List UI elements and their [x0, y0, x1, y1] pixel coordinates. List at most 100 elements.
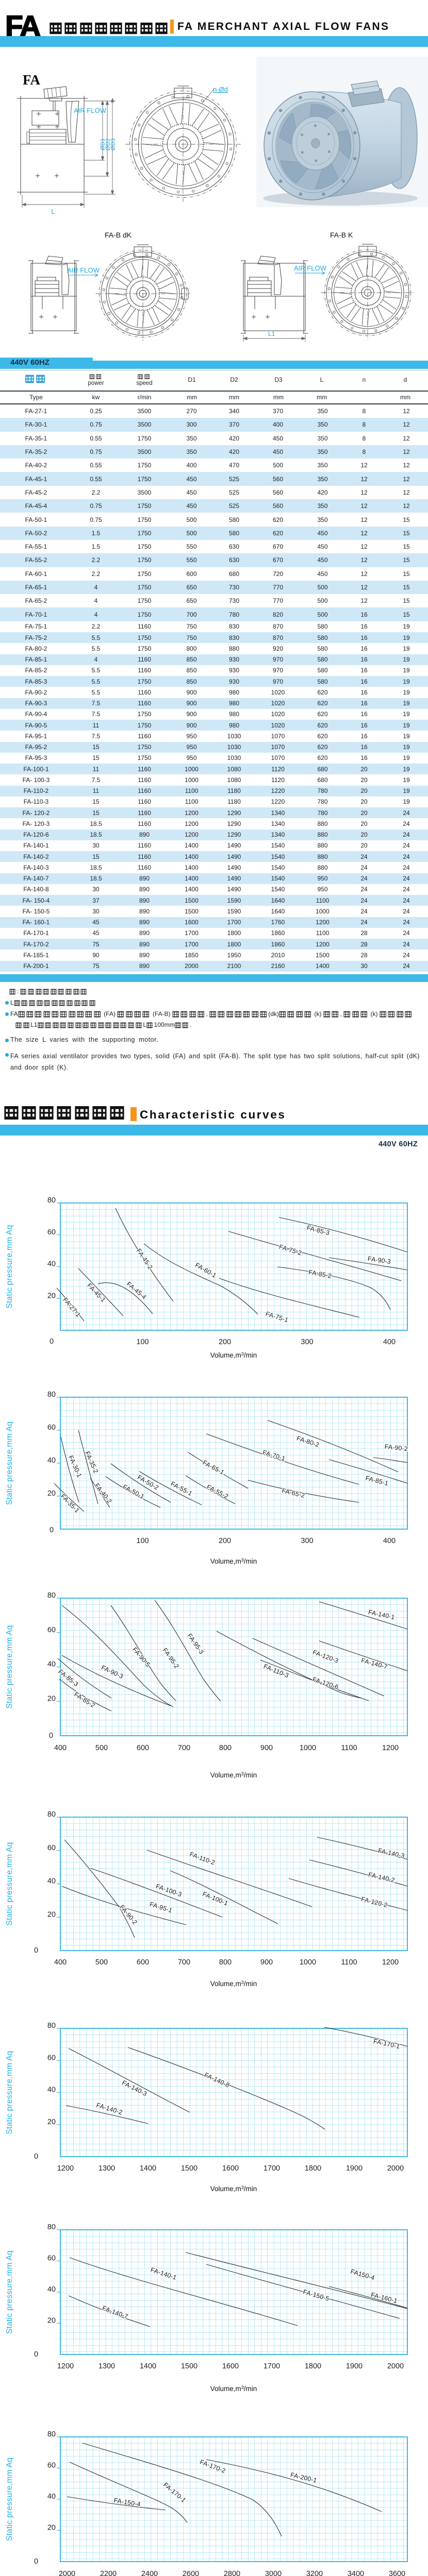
svg-text:700: 700	[178, 1744, 190, 1752]
svg-text:900: 900	[260, 1744, 273, 1752]
svg-text:2000: 2000	[387, 2362, 404, 2370]
svg-text:AIR FLOW: AIR FLOW	[67, 266, 100, 274]
svg-text:n-Ød: n-Ød	[213, 86, 228, 93]
svg-text:40: 40	[47, 1456, 56, 1465]
svg-text:1300: 1300	[98, 2164, 115, 2173]
svg-text:100: 100	[136, 1537, 149, 1545]
svg-text:400: 400	[383, 1338, 396, 1346]
svg-text:Volume,m3/min: Volume,m3/min	[210, 1980, 257, 1988]
svg-text:2200: 2200	[100, 2570, 117, 2576]
svg-text:20: 20	[47, 1910, 56, 1919]
svg-text:60: 60	[47, 2255, 56, 2263]
svg-text:200: 200	[219, 1338, 231, 1346]
svg-text:900: 900	[260, 1958, 273, 1967]
svg-text:80: 80	[47, 1391, 56, 1399]
svg-text:Volume,m3/min: Volume,m3/min	[210, 1771, 257, 1779]
svg-text:1000: 1000	[300, 1958, 316, 1967]
svg-text:20: 20	[47, 1694, 56, 1703]
svg-text:600: 600	[137, 1744, 149, 1752]
svg-text:1400: 1400	[140, 2164, 156, 2173]
svg-text:Static pressure,mm Aq: Static pressure,mm Aq	[5, 2458, 14, 2541]
svg-text:Volume,m3/min: Volume,m3/min	[210, 1557, 257, 1565]
svg-text:L1: L1	[268, 330, 275, 337]
svg-text:80: 80	[47, 1810, 56, 1819]
svg-text:20: 20	[47, 2524, 56, 2532]
svg-text:2600: 2600	[183, 2570, 199, 2576]
svg-text:60: 60	[47, 2462, 56, 2470]
svg-text:3000: 3000	[265, 2570, 282, 2576]
svg-text:1200: 1200	[382, 1958, 399, 1967]
svg-text:1500: 1500	[181, 2164, 197, 2173]
svg-text:ØD1: ØD1	[100, 138, 106, 150]
svg-text:Static pressure,mm Aq: Static pressure,mm Aq	[5, 2250, 14, 2334]
svg-text:60: 60	[47, 2054, 56, 2062]
svg-text:40: 40	[47, 1877, 56, 1886]
svg-text:20: 20	[47, 1292, 56, 1300]
svg-text:1200: 1200	[57, 2164, 74, 2173]
svg-text:1600: 1600	[222, 2164, 239, 2173]
svg-text:Volume,m3/min: Volume,m3/min	[210, 2185, 257, 2193]
svg-text:1700: 1700	[264, 2362, 280, 2370]
svg-text:40: 40	[47, 1660, 56, 1669]
svg-text:AIR FLOW: AIR FLOW	[294, 264, 327, 272]
svg-text:1400: 1400	[140, 2362, 156, 2370]
svg-text:3200: 3200	[306, 2570, 323, 2576]
svg-text:AIR FLOW: AIR FLOW	[74, 107, 107, 114]
svg-text:40: 40	[47, 2285, 56, 2294]
svg-text:Volume,m3/min: Volume,m3/min	[210, 2385, 257, 2393]
svg-text:400: 400	[54, 1744, 67, 1752]
svg-text:20: 20	[47, 2118, 56, 2126]
svg-text:1500: 1500	[181, 2362, 197, 2370]
svg-text:400: 400	[54, 1958, 67, 1967]
svg-text:800: 800	[219, 1958, 232, 1967]
svg-text:0: 0	[34, 2153, 38, 2161]
svg-text:1300: 1300	[98, 2362, 115, 2370]
svg-text:1900: 1900	[346, 2164, 363, 2173]
svg-text:Static pressure,mm Aq: Static pressure,mm Aq	[5, 2050, 14, 2134]
svg-text:1100: 1100	[341, 1744, 357, 1752]
svg-text:1800: 1800	[305, 2164, 321, 2173]
svg-text:1200: 1200	[57, 2362, 74, 2370]
svg-text:2000: 2000	[387, 2164, 404, 2173]
svg-text:80: 80	[47, 2022, 56, 2030]
svg-text:500: 500	[95, 1958, 108, 1967]
svg-text:Static pressure,mm Aq: Static pressure,mm Aq	[5, 1421, 14, 1505]
svg-text:Static pressure,mm Aq: Static pressure,mm Aq	[5, 1842, 14, 1925]
svg-text:0: 0	[34, 1946, 38, 1955]
svg-text:3600: 3600	[389, 2570, 405, 2576]
svg-text:Static pressure,mm Aq: Static pressure,mm Aq	[5, 1625, 14, 1708]
svg-text:2400: 2400	[141, 2570, 158, 2576]
svg-text:1900: 1900	[346, 2362, 363, 2370]
svg-text:800: 800	[219, 1744, 232, 1752]
svg-text:20: 20	[47, 2317, 56, 2325]
svg-text:1800: 1800	[305, 2362, 321, 2370]
svg-text:80: 80	[47, 2430, 56, 2438]
svg-text:ØD3: ØD3	[110, 138, 117, 150]
svg-text:400: 400	[383, 1537, 396, 1545]
svg-text:300: 300	[301, 1537, 313, 1545]
svg-text:1100: 1100	[341, 1958, 357, 1967]
svg-text:L: L	[51, 208, 55, 215]
svg-text:0: 0	[49, 1732, 53, 1740]
svg-text:80: 80	[47, 2223, 56, 2231]
svg-text:500: 500	[95, 1744, 108, 1752]
svg-text:0: 0	[34, 2557, 38, 2566]
svg-text:1700: 1700	[264, 2164, 280, 2173]
svg-text:2800: 2800	[224, 2570, 240, 2576]
svg-text:80: 80	[47, 1196, 56, 1205]
svg-text:0: 0	[50, 1337, 54, 1346]
svg-text:40: 40	[47, 2086, 56, 2094]
svg-text:40: 40	[47, 2493, 56, 2501]
svg-text:Volume,m3/min: Volume,m3/min	[210, 1351, 257, 1359]
svg-text:60: 60	[47, 1844, 56, 1852]
svg-text:100: 100	[136, 1338, 149, 1346]
svg-text:700: 700	[178, 1958, 190, 1967]
svg-text:40: 40	[47, 1260, 56, 1268]
svg-text:600: 600	[137, 1958, 149, 1967]
svg-text:2000: 2000	[59, 2570, 75, 2576]
svg-text:60: 60	[47, 1626, 56, 1634]
svg-text:ØD2: ØD2	[105, 138, 111, 150]
svg-text:0: 0	[34, 2350, 38, 2359]
svg-text:200: 200	[219, 1537, 231, 1545]
svg-text:60: 60	[47, 1423, 56, 1432]
